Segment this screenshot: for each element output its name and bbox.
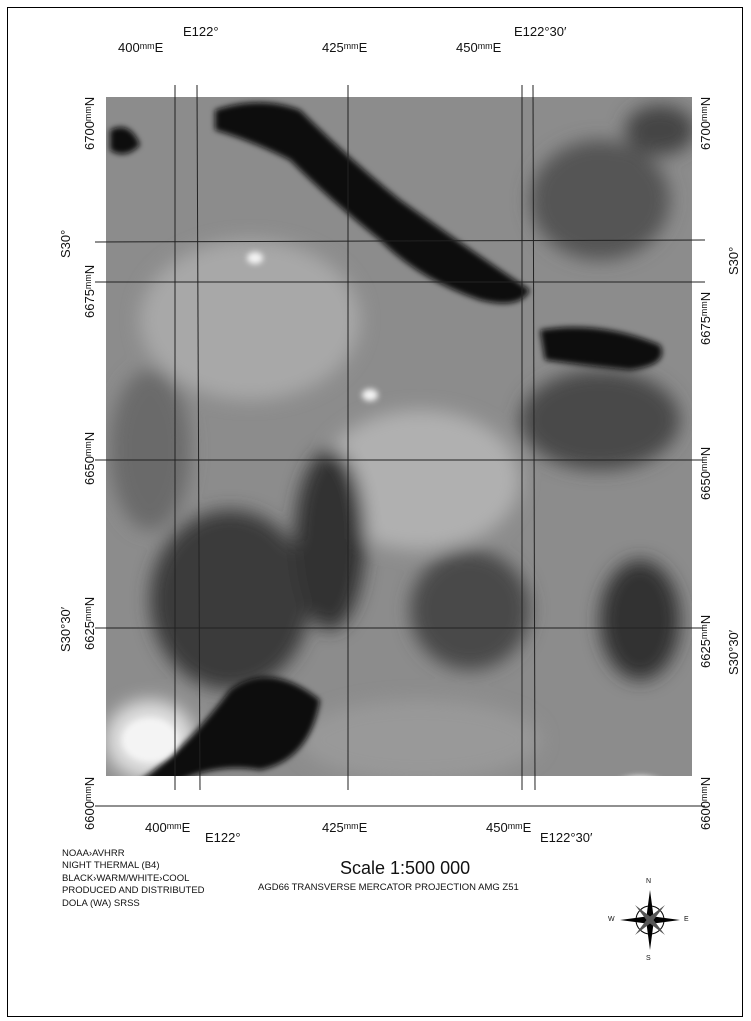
grid-label: 6700ᵐᵐN: [82, 97, 97, 150]
legend-line: DOLA (WA) SRSS: [62, 898, 140, 910]
grid-label: S30°30′: [726, 630, 741, 675]
compass-label: E: [684, 914, 689, 926]
legend-line: BLACK›WARM/WHITE›COOL: [62, 873, 189, 885]
grid-label: 400ᵐᵐE: [118, 40, 163, 55]
grid-label: 6625ᵐᵐN: [82, 597, 97, 650]
grid-label: E122°: [183, 24, 219, 39]
grid-label: E122°: [205, 830, 241, 845]
grid-label: 425ᵐᵐE: [322, 40, 367, 55]
grid-label: 450ᵐᵐE: [486, 820, 531, 835]
grid-label: 6700ᵐᵐN: [698, 97, 713, 150]
grid-label: 6600ᵐᵐN: [698, 777, 713, 830]
grid-label: 6650ᵐᵐN: [82, 432, 97, 485]
grid-label: S30°: [58, 230, 73, 258]
grid-label: 425ᵐᵐE: [322, 820, 367, 835]
grid-label: S30°30′: [58, 607, 73, 652]
grid-label: E122°30′: [514, 24, 566, 39]
compass-rose: [620, 890, 680, 950]
legend-line: NOAA›AVHRR: [62, 848, 125, 860]
legend-line: PRODUCED AND DISTRIBUTED: [62, 885, 205, 897]
grid-label: 6625ᵐᵐN: [698, 615, 713, 668]
grid-label: 400ᵐᵐE: [145, 820, 190, 835]
grid-label: E122°30′: [540, 830, 592, 845]
grid-label: 6650ᵐᵐN: [698, 447, 713, 500]
grid-label: 450ᵐᵐE: [456, 40, 501, 55]
compass-label: S: [646, 953, 651, 965]
grid-label: 6675ᵐᵐN: [698, 292, 713, 345]
grid-label: 6600ᵐᵐN: [82, 777, 97, 830]
legend-line: NIGHT THERMAL (B4): [62, 860, 159, 872]
projection: AGD66 TRANSVERSE MERCATOR PROJECTION AMG…: [258, 882, 519, 894]
map-page: 400ᵐᵐE E122° 425ᵐᵐE 450ᵐᵐE E122°30′ 400ᵐ…: [0, 0, 751, 1021]
compass-label: W: [608, 914, 615, 926]
compass-label: N: [646, 876, 651, 888]
grid-label: S30°: [726, 247, 741, 275]
grid-label: 6675ᵐᵐN: [82, 265, 97, 318]
scale: Scale 1:500 000: [340, 858, 470, 879]
